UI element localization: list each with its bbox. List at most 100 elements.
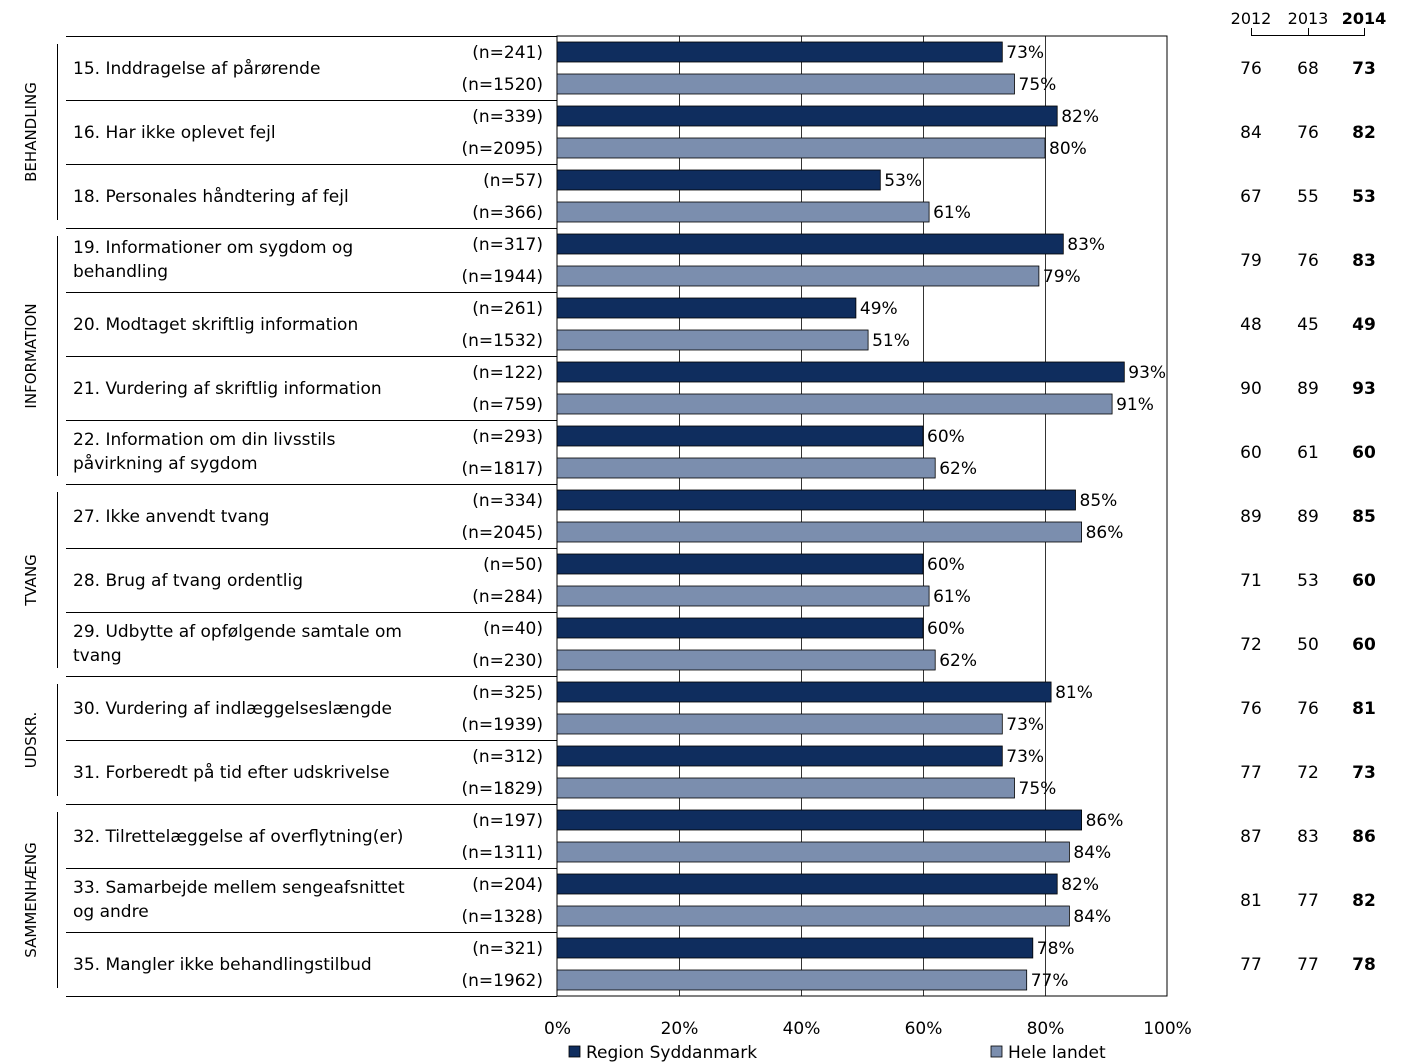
n-count-national: (n=759) bbox=[472, 395, 543, 415]
data-label-national: 84% bbox=[1073, 843, 1111, 863]
data-label-national: 62% bbox=[939, 651, 977, 671]
question-label: 19. Informationer om sygdom og bbox=[73, 238, 353, 258]
legend-label-national: Hele landet bbox=[1008, 1043, 1106, 1062]
bar-hele-landet bbox=[556, 73, 1015, 95]
year-value: 67 bbox=[1240, 187, 1262, 207]
year-value: 78 bbox=[1352, 955, 1376, 975]
n-count-national: (n=2045) bbox=[461, 523, 543, 543]
bar-hele-landet bbox=[556, 777, 1015, 799]
data-label-region: 73% bbox=[1006, 747, 1044, 767]
n-count-region: (n=241) bbox=[472, 43, 543, 63]
year-header-bracket bbox=[1251, 28, 1365, 36]
bar-hele-landet bbox=[556, 457, 936, 479]
bar-region-syddanmark bbox=[556, 681, 1052, 703]
data-label-national: 75% bbox=[1019, 75, 1057, 95]
question-label: 21. Vurdering af skriftlig information bbox=[73, 379, 382, 399]
question-label: 31. Forberedt på tid efter udskrivelse bbox=[73, 762, 390, 783]
group-label: TVANG bbox=[22, 554, 40, 607]
n-count-region: (n=293) bbox=[472, 427, 543, 447]
year-value: 79 bbox=[1240, 251, 1262, 271]
bar-region-syddanmark bbox=[556, 41, 1003, 63]
year-value: 77 bbox=[1240, 955, 1262, 975]
n-count-national: (n=1962) bbox=[461, 971, 543, 991]
x-tick-label: 80% bbox=[1027, 1019, 1065, 1039]
legend-swatch-region bbox=[568, 1045, 581, 1058]
data-label-region: 83% bbox=[1067, 235, 1105, 255]
year-value: 81 bbox=[1352, 699, 1376, 719]
n-count-national: (n=1944) bbox=[461, 267, 543, 287]
data-label-national: 61% bbox=[933, 203, 971, 223]
bar-region-syddanmark bbox=[556, 745, 1003, 767]
bar-hele-landet bbox=[556, 137, 1046, 159]
year-value: 76 bbox=[1240, 699, 1262, 719]
x-axis: 0% 20% 40% 60% 80% 100% bbox=[544, 1019, 1192, 1039]
year-value: 45 bbox=[1297, 315, 1319, 335]
n-count-national: (n=1328) bbox=[461, 907, 543, 927]
group-label: SAMMENHÆNG bbox=[22, 842, 40, 957]
n-count-region: (n=325) bbox=[472, 683, 543, 703]
data-label-region: 60% bbox=[927, 427, 965, 447]
data-label-region: 86% bbox=[1086, 811, 1124, 831]
n-count-region: (n=261) bbox=[472, 299, 543, 319]
legend-swatch-national bbox=[990, 1045, 1003, 1058]
bar-hele-landet bbox=[556, 201, 930, 223]
bar-hele-landet bbox=[556, 521, 1082, 543]
bar-region-syddanmark bbox=[556, 553, 924, 575]
group-label: UDSKR. bbox=[22, 712, 40, 769]
year-value: 60 bbox=[1352, 571, 1376, 591]
bar-region-syddanmark bbox=[556, 169, 881, 191]
year-value: 48 bbox=[1240, 315, 1262, 335]
year-value: 60 bbox=[1240, 443, 1262, 463]
group-labels: BEHANDLING INFORMATION TVANG UDSKR. SAMMENHÆ… bbox=[22, 44, 58, 988]
x-tick-label: 60% bbox=[905, 1019, 943, 1039]
question-label: behandling bbox=[73, 262, 168, 282]
n-count-region: (n=40) bbox=[483, 619, 543, 639]
x-tick-label: 20% bbox=[661, 1019, 699, 1039]
legend: Region Syddanmark Hele landet bbox=[568, 1043, 1106, 1062]
year-header: 2013 bbox=[1288, 9, 1329, 28]
n-count-region: (n=312) bbox=[472, 747, 543, 767]
data-label-region: 53% bbox=[884, 171, 922, 191]
n-count-region: (n=50) bbox=[483, 555, 543, 575]
data-label-region: 78% bbox=[1037, 939, 1075, 959]
row-labels: (n=241) (n=1520) 15. Inddragelse af pårøre… bbox=[66, 36, 557, 997]
question-label: 27. Ikke anvendt tvang bbox=[73, 507, 269, 527]
bar-hele-landet bbox=[556, 841, 1070, 863]
year-value: 76 bbox=[1240, 59, 1262, 79]
year-value: 77 bbox=[1297, 955, 1319, 975]
year-value: 83 bbox=[1297, 827, 1319, 847]
year-value: 71 bbox=[1240, 571, 1262, 591]
bar-hele-landet bbox=[556, 265, 1040, 287]
x-tick-label: 40% bbox=[783, 1019, 821, 1039]
year-value: 90 bbox=[1240, 379, 1262, 399]
year-value: 55 bbox=[1297, 187, 1319, 207]
bar-hele-landet bbox=[556, 905, 1070, 927]
n-count-region: (n=317) bbox=[472, 235, 543, 255]
n-count-region: (n=334) bbox=[472, 491, 543, 511]
year-value: 93 bbox=[1352, 379, 1376, 399]
year-value: 89 bbox=[1240, 507, 1262, 527]
n-count-national: (n=1939) bbox=[461, 715, 543, 735]
year-value: 77 bbox=[1297, 891, 1319, 911]
n-count-national: (n=1520) bbox=[461, 75, 543, 95]
bar-region-syddanmark bbox=[556, 489, 1076, 511]
question-label: 33. Samarbejde mellem sengeafsnittet bbox=[73, 878, 405, 898]
question-label: 30. Vurdering af indlæggelseslængde bbox=[73, 699, 392, 719]
year-value: 73 bbox=[1352, 763, 1376, 783]
bar-region-syddanmark bbox=[556, 297, 857, 319]
n-count-region: (n=57) bbox=[483, 171, 543, 191]
year-value: 76 bbox=[1297, 123, 1319, 143]
data-label-region: 85% bbox=[1080, 491, 1118, 511]
bars: 73%75%82%80%53%61%83%79%49%51%93%91%60%6… bbox=[556, 41, 1166, 991]
question-label: og andre bbox=[73, 902, 149, 922]
bar-region-syddanmark bbox=[556, 937, 1034, 959]
year-value: 53 bbox=[1297, 571, 1319, 591]
data-label-national: 84% bbox=[1073, 907, 1111, 927]
data-label-national: 61% bbox=[933, 587, 971, 607]
question-label: tvang bbox=[73, 646, 122, 666]
year-value: 81 bbox=[1240, 891, 1262, 911]
year-value: 89 bbox=[1297, 507, 1319, 527]
data-label-region: 60% bbox=[927, 619, 965, 639]
year-value: 76 bbox=[1297, 699, 1319, 719]
bar-region-syddanmark bbox=[556, 873, 1058, 895]
